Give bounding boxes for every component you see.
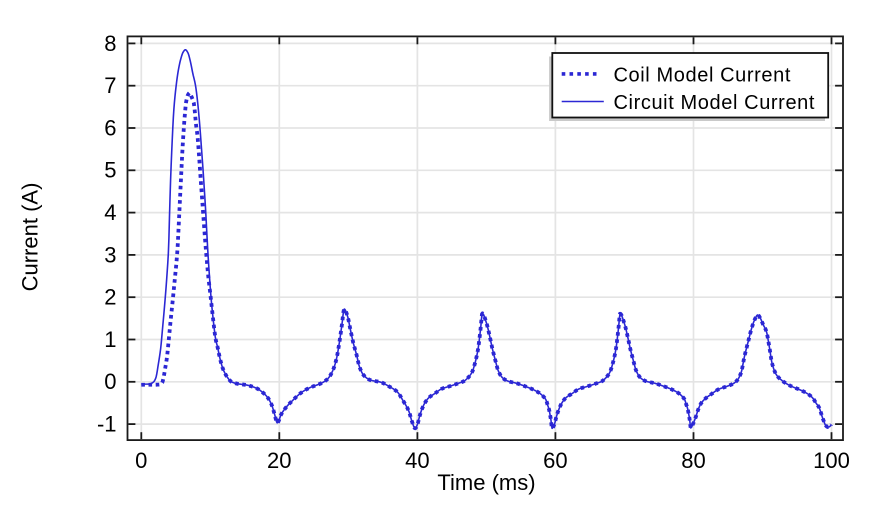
svg-text:20: 20 bbox=[267, 448, 291, 473]
svg-text:0: 0 bbox=[135, 448, 147, 473]
svg-text:Coil Model Current: Coil Model Current bbox=[614, 64, 792, 86]
svg-text:100: 100 bbox=[813, 448, 850, 473]
svg-text:6: 6 bbox=[104, 115, 116, 140]
svg-text:4: 4 bbox=[104, 200, 116, 225]
svg-text:-1: -1 bbox=[97, 412, 117, 437]
svg-text:Time (ms): Time (ms) bbox=[437, 470, 535, 495]
svg-text:60: 60 bbox=[543, 448, 567, 473]
svg-text:Current (A): Current (A) bbox=[18, 183, 43, 292]
svg-text:3: 3 bbox=[104, 242, 116, 267]
svg-text:5: 5 bbox=[104, 158, 116, 183]
svg-text:8: 8 bbox=[104, 31, 116, 56]
svg-text:7: 7 bbox=[104, 73, 116, 98]
svg-text:Circuit Model Current: Circuit Model Current bbox=[614, 92, 816, 114]
svg-text:40: 40 bbox=[405, 448, 429, 473]
svg-text:2: 2 bbox=[104, 285, 116, 310]
svg-text:80: 80 bbox=[681, 448, 705, 473]
svg-text:1: 1 bbox=[104, 327, 116, 352]
svg-text:0: 0 bbox=[104, 369, 116, 394]
